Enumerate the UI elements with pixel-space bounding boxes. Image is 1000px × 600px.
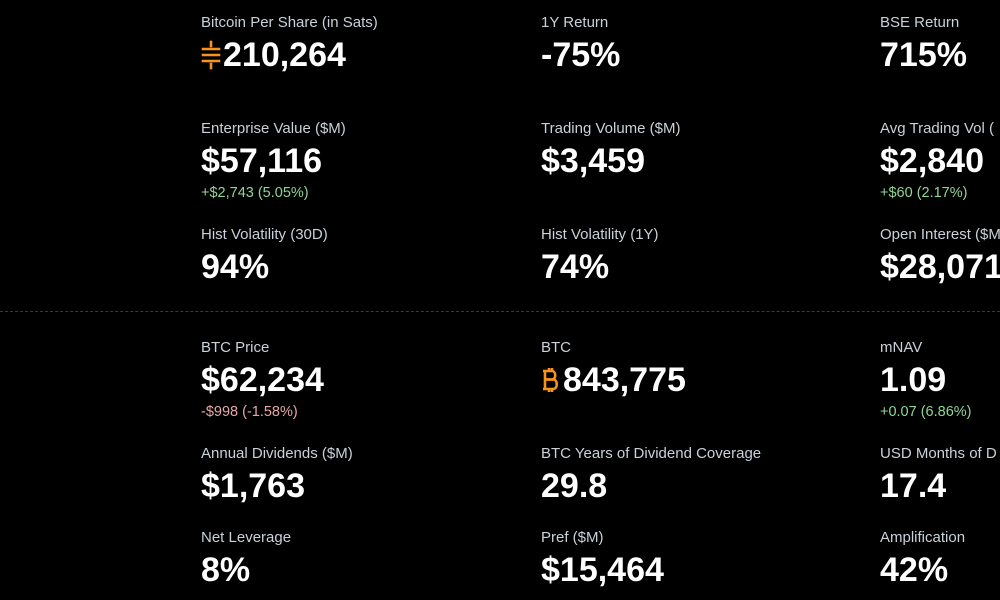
metric-value: -75% xyxy=(541,36,621,74)
metric-label: Enterprise Value ($M) xyxy=(201,120,346,137)
metric-change: +0.07 (6.86%) xyxy=(880,404,972,420)
metric-open-interest: Open Interest ($M $28,071 xyxy=(880,226,1000,286)
metric-net-leverage: Net Leverage 8% xyxy=(201,529,291,589)
metric-label: 1Y Return xyxy=(541,14,609,31)
metric-btc-holdings: BTC 843,775 xyxy=(541,339,686,399)
metric-change: +$2,743 (5.05%) xyxy=(201,185,309,201)
metric-value-text: 210,264 xyxy=(223,36,346,74)
metric-value: $3,459 xyxy=(541,142,645,180)
metric-value-text: 843,775 xyxy=(563,361,686,399)
metric-label: Net Leverage xyxy=(201,529,292,546)
metric-value: 29.8 xyxy=(541,467,608,505)
metric-label: Annual Dividends ($M) xyxy=(201,445,353,462)
metric-label: Pref ($M) xyxy=(541,529,604,546)
metric-pref: Pref ($M) $15,464 xyxy=(541,529,664,589)
metric-amplification: Amplification 42% xyxy=(880,529,965,589)
metric-mnav: mNAV 1.09 +0.07 (6.86%) xyxy=(880,339,972,421)
metric-value: 715% xyxy=(880,36,967,74)
metric-value: 17.4 xyxy=(880,467,947,505)
section-divider xyxy=(0,311,1000,312)
metric-value: 8% xyxy=(201,551,251,589)
metric-usd-months-dividend: USD Months of D 17.4 xyxy=(880,445,997,505)
metric-label: Avg Trading Vol ( xyxy=(880,120,994,137)
bitcoin-icon xyxy=(541,365,561,395)
metric-value: 210,264 xyxy=(201,36,378,74)
metric-value: $28,071 xyxy=(880,248,1000,286)
metric-value: 94% xyxy=(201,248,270,286)
metric-value: $62,234 xyxy=(201,361,324,399)
metric-btc-price: BTC Price $62,234 -$998 (-1.58%) xyxy=(201,339,324,421)
metric-value: $2,840 xyxy=(880,142,984,180)
metric-label: Open Interest ($M xyxy=(880,226,1000,243)
metric-value: $15,464 xyxy=(541,551,664,589)
metric-label: Bitcoin Per Share (in Sats) xyxy=(201,14,378,31)
metric-1y-return: 1Y Return -75% xyxy=(541,14,620,74)
metric-change: -$998 (-1.58%) xyxy=(201,404,298,420)
metric-label: Trading Volume ($M) xyxy=(541,120,681,137)
metric-value: 843,775 xyxy=(541,361,686,399)
metric-hist-volatility-30d: Hist Volatility (30D) 94% xyxy=(201,226,328,286)
metric-trading-volume: Trading Volume ($M) $3,459 xyxy=(541,120,681,180)
metric-value: 74% xyxy=(541,248,610,286)
metric-label: USD Months of D xyxy=(880,445,997,462)
metric-bse-return: BSE Return 715% xyxy=(880,14,967,74)
metric-label: BTC xyxy=(541,339,571,356)
metric-label: mNAV xyxy=(880,339,923,356)
metric-label: BTC Years of Dividend Coverage xyxy=(541,445,762,462)
metric-annual-dividends: Annual Dividends ($M) $1,763 xyxy=(201,445,353,505)
metric-label: Amplification xyxy=(880,529,966,546)
metric-enterprise-value: Enterprise Value ($M) $57,116 +$2,743 (5… xyxy=(201,120,346,202)
metric-avg-trading-volume: Avg Trading Vol ( $2,840 +$60 (2.17%) xyxy=(880,120,994,202)
metric-label: Hist Volatility (1Y) xyxy=(541,226,659,243)
metric-change: +$60 (2.17%) xyxy=(880,185,968,201)
sats-icon xyxy=(201,40,221,70)
metric-value: $1,763 xyxy=(201,467,305,505)
metric-value: $57,116 xyxy=(201,142,323,180)
metric-hist-volatility-1y: Hist Volatility (1Y) 74% xyxy=(541,226,659,286)
metric-value: 42% xyxy=(880,551,949,589)
metric-value: 1.09 xyxy=(880,361,947,399)
metric-label: BTC Price xyxy=(201,339,270,356)
metric-label: BSE Return xyxy=(880,14,960,31)
metric-btc-years-dividend-coverage: BTC Years of Dividend Coverage 29.8 xyxy=(541,445,761,505)
metric-label: Hist Volatility (30D) xyxy=(201,226,328,243)
metric-bitcoin-per-share: Bitcoin Per Share (in Sats) 210,264 xyxy=(201,14,378,74)
